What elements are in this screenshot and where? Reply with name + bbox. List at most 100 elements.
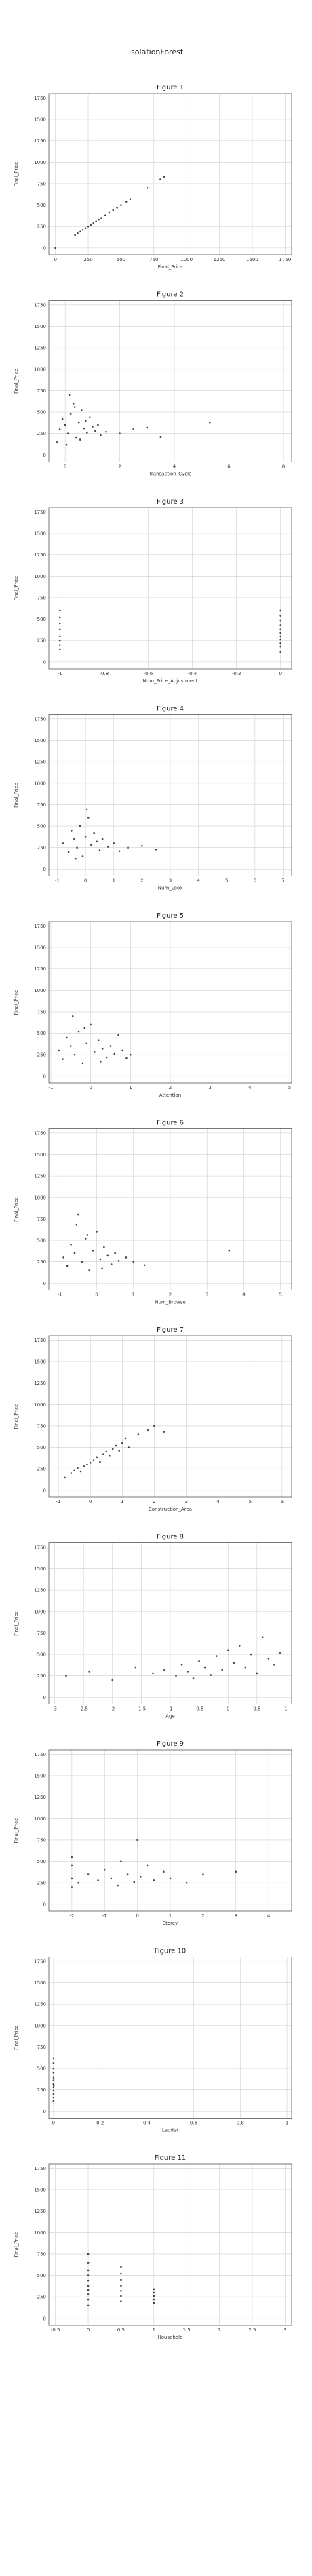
data-point xyxy=(87,2262,90,2264)
data-point xyxy=(66,1265,69,1267)
y-tick-label: 1750 xyxy=(34,1752,46,1757)
x-tick-label: 1 xyxy=(169,1913,172,1919)
data-point xyxy=(96,840,98,843)
y-tick-label: 1750 xyxy=(34,1959,46,1964)
data-point xyxy=(58,639,61,642)
y-axis-label: Final_Price xyxy=(14,1818,19,1843)
data-point xyxy=(153,2302,155,2304)
x-tick-label: 2 xyxy=(218,2327,220,2333)
data-point xyxy=(87,225,90,228)
y-tick-label: 1250 xyxy=(34,1795,46,1800)
data-point xyxy=(82,228,84,231)
x-tick-label: 1 xyxy=(286,2121,288,2126)
data-point xyxy=(62,1256,64,1259)
data-point xyxy=(129,198,132,201)
data-point xyxy=(153,2298,155,2301)
x-tick-label: 4 xyxy=(267,1913,271,1919)
y-axis-label: Final_Price xyxy=(14,369,19,394)
data-point xyxy=(52,2096,55,2099)
figure-title: Figure 11 xyxy=(155,2154,186,2162)
y-tick-label: 1750 xyxy=(34,1545,46,1550)
x-tick-label: 1 xyxy=(113,878,115,884)
y-tick-label: 1750 xyxy=(34,96,46,101)
data-point xyxy=(132,428,134,430)
y-tick-label: 1000 xyxy=(34,781,46,786)
data-point xyxy=(101,838,104,840)
data-point xyxy=(209,421,211,424)
x-tick-label: 0 xyxy=(95,1292,98,1298)
y-tick-label: 1250 xyxy=(34,760,46,765)
data-point xyxy=(120,2272,122,2275)
y-tick-label: 1000 xyxy=(34,1402,46,1408)
x-tick-label: 7 xyxy=(281,878,284,884)
data-point xyxy=(273,1663,275,1666)
data-point xyxy=(105,1450,108,1453)
data-point xyxy=(279,615,282,617)
data-point xyxy=(143,1264,146,1267)
data-point xyxy=(97,1879,99,1881)
data-point xyxy=(153,2291,155,2294)
y-tick-label: 1250 xyxy=(34,2002,46,2007)
y-tick-label: 1000 xyxy=(34,160,46,165)
y-axis-label: Final_Price xyxy=(14,2025,19,2050)
data-point xyxy=(130,1053,132,1056)
data-point xyxy=(202,1873,204,1875)
data-point xyxy=(52,2085,55,2087)
data-point xyxy=(152,1672,154,1675)
y-tick-label: 1000 xyxy=(34,367,46,372)
data-point xyxy=(77,1030,80,1033)
data-point xyxy=(86,432,88,434)
x-tick-label: -1 xyxy=(48,1085,53,1090)
data-point xyxy=(233,1662,235,1664)
data-point xyxy=(153,1879,155,1881)
x-tick-label: 2 xyxy=(201,1913,204,1919)
data-point xyxy=(279,635,282,638)
data-point xyxy=(127,846,129,849)
data-point xyxy=(76,846,78,849)
x-tick-label: 5 xyxy=(249,1499,252,1505)
x-tick-label: 6 xyxy=(254,878,257,884)
data-point xyxy=(87,2253,90,2255)
data-point xyxy=(87,2293,90,2295)
y-tick-label: 250 xyxy=(37,638,46,644)
x-tick-label: 2 xyxy=(153,1499,155,1505)
x-tick-label: 3 xyxy=(169,878,172,884)
data-point xyxy=(77,232,79,234)
data-point xyxy=(111,1448,114,1450)
data-point xyxy=(98,218,100,221)
figure-title: Figure 9 xyxy=(157,1740,184,1748)
x-tick-label: -0.5 xyxy=(195,1706,204,1712)
y-tick-label: 250 xyxy=(37,845,46,851)
data-point xyxy=(80,409,83,411)
x-tick-label: 5 xyxy=(288,1085,291,1090)
x-tick-label: 4 xyxy=(248,1085,252,1090)
x-tick-label: -2.5 xyxy=(79,1706,88,1712)
data-point xyxy=(120,2285,122,2287)
x-tick-label: 0 xyxy=(227,1706,229,1712)
x-tick-label: 6 xyxy=(227,464,231,470)
data-point xyxy=(198,1660,200,1662)
data-point xyxy=(279,642,282,645)
data-point xyxy=(250,1653,252,1656)
y-tick-label: 0 xyxy=(43,659,46,665)
y-tick-label: 750 xyxy=(37,595,46,600)
data-point xyxy=(104,214,106,217)
y-tick-label: 1250 xyxy=(34,138,46,144)
data-point xyxy=(71,1886,73,1888)
x-axis-label: Ladder xyxy=(162,2128,178,2133)
data-point xyxy=(99,1061,102,1063)
y-tick-label: 750 xyxy=(37,1217,46,1222)
plot-frame xyxy=(48,507,292,670)
data-point xyxy=(110,1263,113,1265)
y-axis-label: Final_Price xyxy=(14,783,19,808)
y-tick-label: 500 xyxy=(37,617,46,622)
y-tick-label: 1000 xyxy=(34,1816,46,1822)
y-tick-label: 0 xyxy=(43,1074,46,1079)
data-point xyxy=(71,830,73,832)
data-point xyxy=(83,427,85,430)
y-tick-label: 250 xyxy=(37,1467,46,1472)
data-point xyxy=(87,2269,90,2272)
y-tick-label: 500 xyxy=(37,1652,46,1658)
data-point xyxy=(279,632,282,634)
data-point xyxy=(87,817,90,819)
